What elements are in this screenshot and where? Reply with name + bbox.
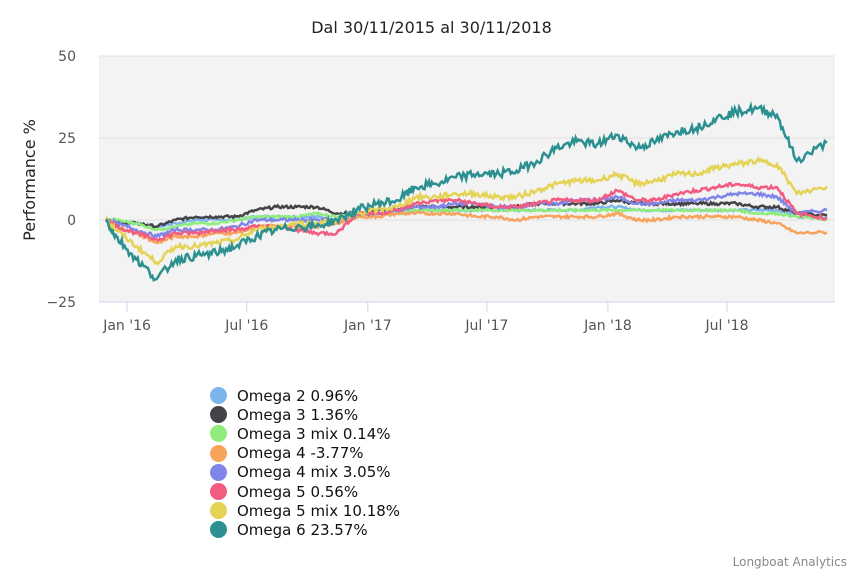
legend-label: Omega 6 23.57% <box>237 520 368 539</box>
y-tick-label: −25 <box>46 295 76 311</box>
legend-marker-icon <box>210 483 227 501</box>
series-line-omega-5[interactable] <box>105 181 828 243</box>
legend-label: Omega 3 1.36% <box>237 405 359 424</box>
legend-item[interactable]: Omega 3 mix 0.14% <box>210 424 400 443</box>
legend-item[interactable]: Omega 6 23.57% <box>210 520 400 539</box>
legend-item[interactable]: Omega 2 0.96% <box>210 386 400 405</box>
y-tick-label: 0 <box>67 213 76 229</box>
line-chart: 50 25 0 −25 Jan '16 Jul '16 Jan '17 Jul '17 Jan… <box>20 49 835 334</box>
x-tick-label: Jan '18 <box>583 318 632 334</box>
series-line-omega-6[interactable] <box>105 101 828 282</box>
legend-marker-icon <box>210 444 227 462</box>
legend-marker-icon <box>210 425 227 443</box>
legend-label: Omega 5 0.56% <box>237 482 359 501</box>
x-tick-label: Jan '17 <box>343 318 392 334</box>
legend-marker-icon <box>210 521 227 539</box>
legend-item[interactable]: Omega 4 -3.77% <box>210 444 400 463</box>
y-tick-label: 50 <box>58 49 76 65</box>
legend-item[interactable]: Omega 5 mix 10.18% <box>210 501 400 520</box>
legend-item[interactable]: Omega 3 1.36% <box>210 405 400 424</box>
legend-item[interactable]: Omega 5 0.56% <box>210 482 400 501</box>
x-tick-label: Jul '17 <box>464 318 508 334</box>
legend-marker-icon <box>210 463 227 481</box>
chart-title: Dal 30/11/2015 al 30/11/2018 <box>311 18 552 37</box>
x-tick-label: Jul '18 <box>704 318 748 334</box>
legend-marker-icon <box>210 502 227 520</box>
series-line-omega-3-mix[interactable] <box>105 207 828 232</box>
legend-label: Omega 2 0.96% <box>237 386 359 405</box>
legend-label: Omega 4 mix 3.05% <box>237 463 391 482</box>
y-axis-label: Performance % <box>20 119 39 241</box>
y-tick-label: 25 <box>58 131 76 147</box>
legend: Omega 2 0.96% Omega 3 1.36% Omega 3 mix 0.… <box>210 386 400 540</box>
legend-label: Omega 5 mix 10.18% <box>237 501 401 520</box>
legend-marker-icon <box>210 406 227 424</box>
series-line-omega-4[interactable] <box>105 210 828 245</box>
legend-label: Omega 3 mix 0.14% <box>237 424 391 443</box>
x-tick-label: Jan '16 <box>102 318 151 334</box>
series-line-omega-3[interactable] <box>104 198 828 230</box>
legend-label: Omega 4 -3.77% <box>237 444 364 463</box>
credits[interactable]: Longboat Analytics <box>732 555 847 569</box>
series-line-omega-5-mix[interactable] <box>104 156 828 266</box>
legend-marker-icon <box>210 387 227 405</box>
legend-item[interactable]: Omega 4 mix 3.05% <box>210 463 400 482</box>
x-tick-label: Jul '16 <box>224 318 268 334</box>
